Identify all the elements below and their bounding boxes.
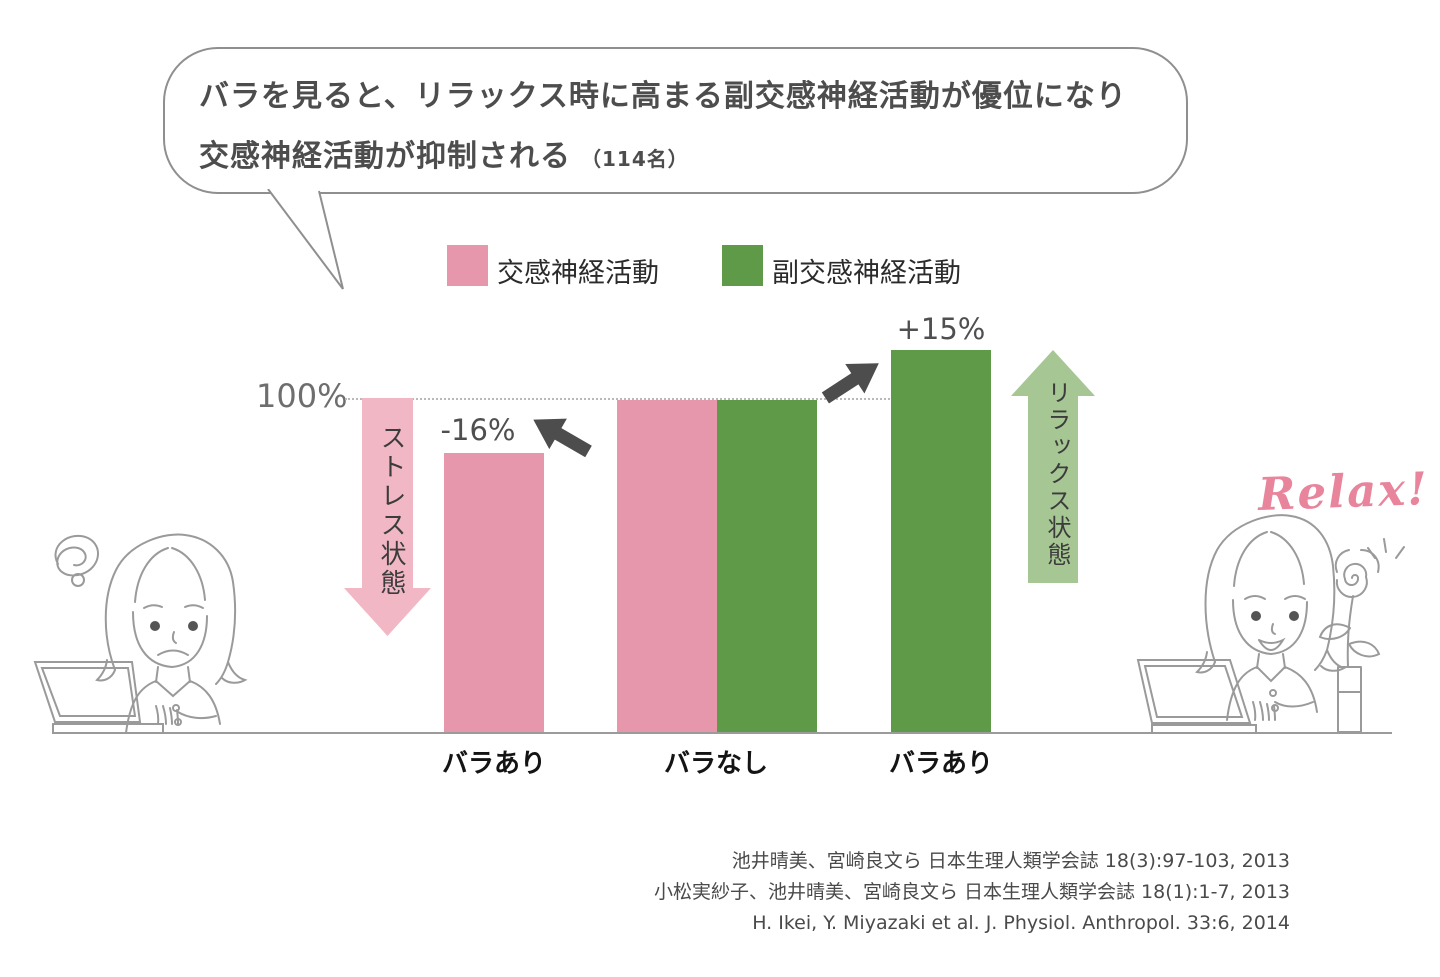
increase-arrow-icon: [821, 363, 879, 404]
legend-swatch-sympathetic: [447, 245, 488, 286]
relaxed-woman-figure: [1195, 514, 1347, 721]
stressed-woman-figure: [95, 533, 248, 734]
bubble-text-line1: バラを見ると、リラックス時に高まる副交感神経活動が優位になり: [199, 79, 1127, 114]
rose-in-vase-icon: [1318, 549, 1381, 733]
bar-sympathetic-rose: [444, 453, 544, 733]
speech-bubble-tail-icon: [267, 189, 344, 290]
delta-label-minus16: -16%: [440, 413, 516, 447]
relax-arrow-label: リラックス状態: [1043, 380, 1071, 569]
legend-label-sympathetic: 交感神経活動: [497, 258, 659, 289]
x-label-rose-right: バラあり: [888, 749, 993, 779]
bubble-text-line2-main: 交感神経活動が抑制される: [199, 139, 571, 174]
legend-swatch-parasympathetic: [722, 245, 763, 286]
relaxed-woman-illustration: [1136, 514, 1405, 734]
reference-line-100: [345, 398, 990, 400]
bar-sympathetic-no-rose: [617, 400, 717, 733]
stress-arrow-label: ストレス状態: [376, 424, 406, 598]
decrease-arrow-icon: [533, 418, 592, 458]
x-label-rose-left: バラあり: [441, 749, 546, 779]
citation-line: 池井晴美、宮崎良文ら 日本生理人類学会誌 18(3):97-103, 2013: [731, 850, 1290, 872]
legend-label-parasympathetic: 副交感神経活動: [772, 258, 961, 289]
citations-block: 池井晴美、宮崎良文ら 日本生理人類学会誌 18(3):97-103, 2013 …: [654, 846, 1290, 939]
sparkle-icon: [1367, 538, 1405, 559]
citation-line: 小松実紗子、池井晴美、宮崎良文ら 日本生理人類学会誌 18(1):1-7, 20…: [653, 881, 1290, 903]
citation-line: H. Ikei, Y. Miyazaki et al. J. Physiol. …: [752, 912, 1290, 934]
x-axis-line: [58, 732, 1392, 734]
bubble-text-line2: 交感神経活動が抑制される （114名）: [199, 131, 689, 175]
relax-up-arrow-icon: [1011, 350, 1095, 583]
scribble-icon: [54, 534, 99, 587]
stressed-woman-illustration: [33, 533, 248, 734]
laptop-icon: [33, 661, 164, 734]
delta-label-plus15: +15%: [896, 312, 986, 346]
stress-down-arrow-icon: [344, 398, 431, 636]
reference-100-label: 100%: [256, 377, 348, 415]
bar-parasympathetic-rose: [891, 350, 991, 733]
laptop-icon: [1136, 659, 1257, 734]
bar-parasympathetic-no-rose: [717, 400, 817, 733]
x-label-no-rose: バラなし: [663, 749, 768, 779]
speech-bubble: バラを見ると、リラックス時に高まる副交感神経活動が優位になり 交感神経活動が抑制…: [163, 47, 1188, 194]
bubble-sample-size: （114名）: [581, 147, 689, 171]
